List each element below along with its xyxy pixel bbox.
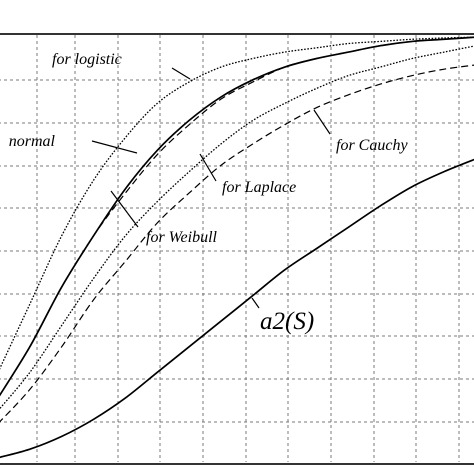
plot-frame [0, 33, 474, 465]
label-leaders [91, 67, 331, 309]
curve-for-cauchy [0, 64, 474, 423]
curve-for-weibull [0, 36, 474, 396]
leader-line-for-logistic [171, 67, 191, 80]
leader-line-for-laplace [199, 153, 217, 182]
grid-lines [0, 35, 474, 462]
curve-for-logistic [0, 36, 474, 370]
curve-for-laplace [0, 45, 474, 410]
curve-a2-s [0, 158, 474, 459]
leader-line-normal [91, 140, 138, 154]
label-a2-s: a2(S) [260, 308, 314, 335]
leader-line-a2-s [251, 297, 260, 309]
label-normal: normal [9, 133, 56, 150]
label-for-weibull: for Weibull [146, 229, 218, 246]
leader-line-for-weibull [110, 190, 139, 228]
label-for-logistic: for logistic [52, 51, 122, 68]
leader-line-for-cauchy [313, 109, 331, 135]
curve-labels: for logistic normal for Weibull for Laplace… [9, 51, 409, 335]
label-for-laplace: for Laplace [222, 179, 296, 196]
label-for-cauchy: for Cauchy [336, 137, 408, 154]
curves [0, 36, 474, 459]
